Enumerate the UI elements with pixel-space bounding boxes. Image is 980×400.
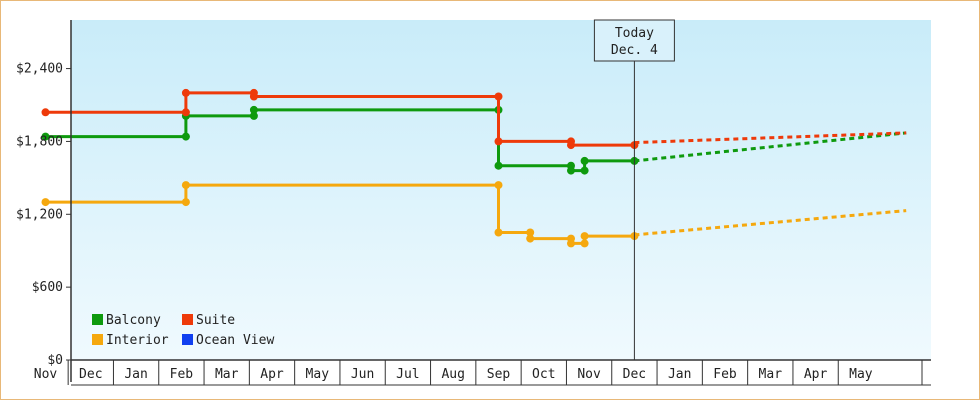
x-tick-label: Mar bbox=[759, 367, 783, 382]
data-point-interior bbox=[526, 234, 535, 243]
forecast-line-suite bbox=[634, 131, 907, 145]
x-tick-label: Jun bbox=[351, 367, 374, 382]
x-tick-label: Sep bbox=[487, 367, 511, 382]
data-point-balcony bbox=[181, 132, 190, 141]
data-point-balcony bbox=[567, 166, 575, 175]
x-tick-label: Mar bbox=[215, 367, 239, 382]
data-point-interior bbox=[41, 198, 50, 207]
legend-label-balcony: Balcony bbox=[106, 313, 161, 328]
data-point-suite bbox=[567, 141, 575, 150]
data-point-suite bbox=[181, 108, 190, 117]
x-tick-label: Oct bbox=[532, 367, 555, 382]
x-tick-label: Feb bbox=[713, 367, 737, 382]
y-tick-label: $1,200 bbox=[16, 207, 63, 222]
data-point-suite bbox=[494, 137, 503, 146]
data-point-interior bbox=[580, 232, 589, 241]
legend-swatch-interior bbox=[92, 334, 103, 345]
legend-swatch-balcony bbox=[92, 314, 103, 325]
data-point-interior bbox=[181, 181, 190, 190]
data-point-interior bbox=[181, 198, 190, 207]
data-point-balcony bbox=[494, 161, 503, 170]
data-point-balcony bbox=[249, 111, 258, 120]
x-tick-label: Nov bbox=[577, 367, 601, 382]
y-tick-label: $0 bbox=[47, 353, 63, 368]
data-point-interior bbox=[526, 228, 535, 237]
legend-swatch-ocean-view bbox=[182, 334, 193, 345]
data-point-interior bbox=[494, 181, 503, 190]
y-tick-label: $600 bbox=[32, 280, 63, 295]
today-box bbox=[593, 19, 675, 62]
data-point-suite bbox=[249, 92, 258, 101]
data-point-interior bbox=[580, 239, 589, 248]
data-point-balcony bbox=[580, 156, 589, 165]
x-tick-label: Dec bbox=[623, 367, 646, 382]
x-tick-label: Apr bbox=[804, 367, 828, 382]
data-point-suite bbox=[494, 92, 503, 101]
x-tick-label: Jul bbox=[396, 367, 419, 382]
today-date-label: Dec. 4 bbox=[611, 43, 658, 58]
data-point-suite bbox=[41, 108, 50, 117]
today-label: Today bbox=[615, 26, 654, 41]
data-point-balcony bbox=[249, 105, 258, 114]
x-tick-label: May bbox=[849, 367, 873, 382]
x-tick-label: Aug bbox=[441, 367, 464, 382]
x-tick-label: May bbox=[306, 367, 330, 382]
x-tick-label: Nov bbox=[34, 367, 58, 382]
x-tick-label: Apr bbox=[260, 367, 284, 382]
x-tick-label: Jan bbox=[668, 367, 691, 382]
data-point-interior bbox=[567, 239, 575, 248]
x-tick-label: Dec bbox=[79, 367, 102, 382]
legend-label-interior: Interior bbox=[106, 333, 169, 348]
plot-area bbox=[71, 20, 931, 360]
data-point-interior bbox=[494, 228, 503, 237]
x-tick-label: Jan bbox=[124, 367, 147, 382]
legend-label-suite: Suite bbox=[196, 313, 235, 328]
y-tick-label: $1,800 bbox=[16, 134, 63, 149]
forecast-line-interior bbox=[634, 209, 907, 237]
legend-label-ocean-view: Ocean View bbox=[196, 333, 274, 348]
legend-swatch-suite bbox=[182, 314, 193, 325]
data-point-balcony bbox=[41, 132, 50, 141]
forecast-line-balcony bbox=[634, 131, 907, 163]
data-point-balcony bbox=[580, 166, 589, 175]
x-tick-label: Feb bbox=[170, 367, 194, 382]
y-tick-label: $2,400 bbox=[16, 62, 63, 77]
data-point-suite bbox=[181, 88, 190, 97]
